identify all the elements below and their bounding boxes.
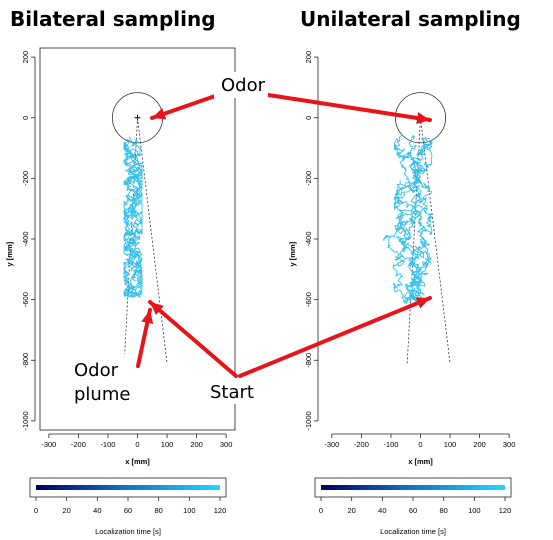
- left-panel-title: Bilateral sampling: [10, 7, 216, 31]
- right-x-tick-label-5: 200: [473, 440, 486, 449]
- left-x-tick-label-2: -100: [100, 440, 115, 449]
- right-cb-tick-2: 40: [378, 506, 386, 515]
- right-cb-tick-4: 80: [439, 506, 447, 515]
- right-y-tick-label-5: -800: [304, 353, 313, 368]
- left-y-axis-label: y [mm]: [5, 241, 14, 266]
- right-y-tick-label-4: -600: [304, 292, 313, 307]
- odor-plume-label-line1: Odor: [74, 360, 119, 381]
- right-x-tick-label-2: -100: [383, 440, 398, 449]
- start-arrow-left: [148, 300, 238, 378]
- left-x-tick-label-0: -300: [41, 440, 56, 449]
- left-colorbar-gradient: [36, 485, 220, 490]
- left-colorbar: 0 20 40 60 80 100 120 Localization time …: [29, 477, 227, 536]
- right-cb-tick-0: 0: [319, 506, 323, 515]
- right-y-tick-label-1: 0: [304, 116, 313, 120]
- right-odor-source-circle: [394, 92, 447, 144]
- left-plume-edge-0: [123, 117, 138, 364]
- right-trajectory-segment: [395, 134, 425, 303]
- left-x-tick-label-4: 100: [161, 440, 174, 449]
- right-plot-frame: [323, 48, 518, 430]
- plume-arrow-head: [141, 310, 154, 324]
- left-y-tick-label-4: -600: [21, 292, 30, 307]
- odor-plume-label-line2: plume: [74, 384, 130, 405]
- right-trajectory-segment: [382, 134, 423, 303]
- right-cb-tick-6: 120: [499, 506, 512, 515]
- right-y-axis: [314, 56, 319, 422]
- left-cb-tick-6: 120: [214, 506, 227, 515]
- right-x-tick-label-6: 300: [503, 440, 516, 449]
- right-x-axis-label: x [mm]: [408, 457, 433, 466]
- right-panel-title: Unilateral sampling: [300, 7, 521, 31]
- odor-arrow-right: [260, 92, 432, 122]
- start-arrow-left-head: [150, 302, 164, 316]
- start-arrow-right-head: [415, 297, 430, 309]
- start-label: Start: [210, 382, 254, 403]
- right-x-tick-label-0: -300: [324, 440, 339, 449]
- odor-plume-label-bg: [70, 354, 132, 408]
- left-x-axis-label: x [mm]: [125, 457, 150, 466]
- left-cb-tick-2: 40: [93, 506, 101, 515]
- right-trajectory-segment: [392, 136, 433, 304]
- right-plume-edges: [406, 117, 451, 364]
- right-plume-edge-1: [420, 117, 451, 364]
- left-plume-edge-1: [137, 117, 168, 364]
- left-cb-tick-0: 0: [34, 506, 38, 515]
- left-y-tick-label-0: 200: [21, 51, 30, 64]
- left-y-axis: [31, 56, 36, 422]
- right-colorbar-label: Localization time [s]: [380, 527, 446, 536]
- left-trajectory-segment: [123, 136, 143, 298]
- left-plume-edges: [123, 117, 168, 364]
- right-plume-edge-0: [406, 117, 421, 364]
- odor-arrow-left-head: [152, 108, 167, 120]
- right-track: [382, 134, 433, 304]
- left-cb-tick-5: 100: [183, 506, 196, 515]
- left-plot: -300 -200 -100 0 100 200 300 200 0 -200 …: [5, 51, 232, 466]
- odor-label-bg: [214, 72, 268, 98]
- right-x-tick-label-4: 100: [444, 440, 457, 449]
- left-trajectory-segment: [123, 141, 143, 297]
- annotation-arrows: [136, 86, 432, 378]
- left-x-axis: [48, 433, 227, 438]
- right-x-tick-label-1: -200: [354, 440, 369, 449]
- start-arrow-right: [238, 296, 432, 378]
- left-x-tick-label-3: 0: [135, 440, 139, 449]
- start-label-bg: [206, 378, 258, 404]
- right-cb-tick-5: 100: [468, 506, 481, 515]
- right-y-axis-label: y [mm]: [288, 241, 297, 266]
- left-cb-tick-1: 20: [62, 506, 70, 515]
- right-y-tick-label-3: -400: [304, 231, 313, 246]
- right-cb-tick-3: 60: [409, 506, 417, 515]
- right-y-tick-label-6: -1000: [304, 411, 313, 430]
- left-colorbar-label: Localization time [s]: [95, 527, 161, 536]
- odor-arrow-right-head: [416, 112, 430, 124]
- left-x-tick-label-6: 300: [220, 440, 233, 449]
- left-trajectory-segment: [123, 143, 143, 298]
- left-x-tick-label-1: -200: [71, 440, 86, 449]
- right-x-tick-label-3: 0: [418, 440, 422, 449]
- left-y-tick-label-2: -200: [21, 171, 30, 186]
- left-plot-frame: [39, 47, 236, 431]
- left-y-tick-label-3: -400: [21, 231, 30, 246]
- right-y-tick-label-2: -200: [304, 171, 313, 186]
- right-plot: -300 -200 -100 0 100 200 300 200 0 -200 …: [288, 51, 515, 466]
- odor-label: Odor: [221, 75, 266, 96]
- right-y-tick-label-0: 200: [304, 51, 313, 64]
- right-colorbar: 0 20 40 60 80 100 120 Localization time …: [314, 477, 512, 536]
- left-cb-tick-4: 80: [154, 506, 162, 515]
- left-track: [123, 136, 143, 298]
- left-cb-tick-3: 60: [124, 506, 132, 515]
- left-y-tick-label-5: -800: [21, 353, 30, 368]
- left-y-tick-label-1: 0: [21, 116, 30, 120]
- right-x-axis: [331, 433, 510, 438]
- right-colorbar-gradient: [321, 485, 505, 490]
- right-cb-tick-1: 20: [347, 506, 355, 515]
- left-x-tick-label-5: 200: [190, 440, 203, 449]
- left-y-tick-label-6: -1000: [21, 411, 30, 430]
